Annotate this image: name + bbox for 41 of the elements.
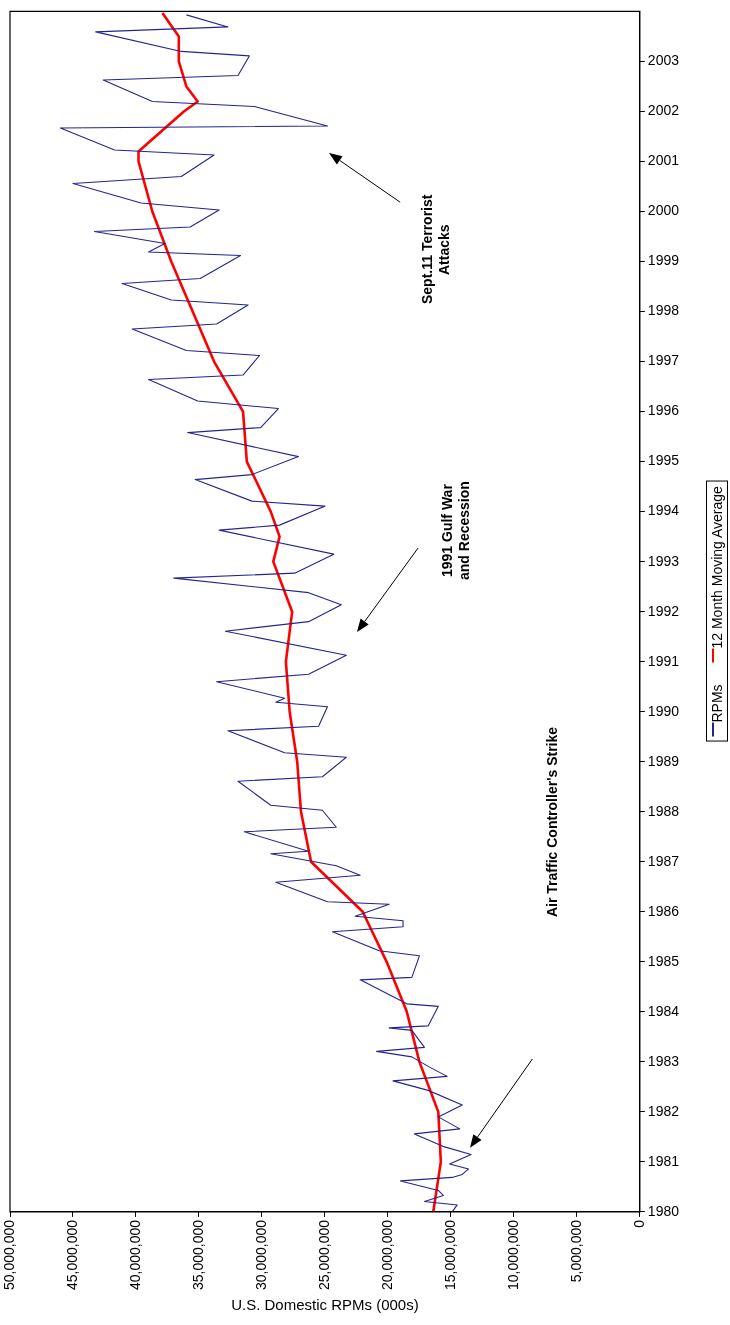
y-tick-label: 1991 xyxy=(647,652,680,669)
annotation: Sept.11 Terrorist Attacks xyxy=(419,193,454,306)
y-tick-label: 1994 xyxy=(647,502,680,519)
y-tick-label: 2003 xyxy=(647,52,680,69)
y-tick-label: 1984 xyxy=(647,1002,680,1019)
x-tick-label: 30,000,000 xyxy=(252,1219,269,1291)
x-tick-label: 50,000,000 xyxy=(0,1219,17,1291)
x-tick-label: 40,000,000 xyxy=(126,1219,143,1291)
y-tick-label: 1997 xyxy=(647,352,680,369)
text: RPMs xyxy=(709,684,725,723)
x-tick-label: 10,000,000 xyxy=(504,1219,521,1291)
y-tick-label: 1988 xyxy=(647,802,680,819)
y-tick-label: 1995 xyxy=(647,452,680,469)
y-tick-label: 1989 xyxy=(647,752,680,769)
x-tick-label: 35,000,000 xyxy=(189,1219,206,1291)
y-tick-label: 1999 xyxy=(647,252,680,269)
y-tick-label: 1983 xyxy=(647,1052,680,1069)
annotation: Air Traffic Controller's Strike xyxy=(543,725,561,919)
y-tick-label: 1996 xyxy=(647,402,680,419)
y-tick-label: 1990 xyxy=(647,702,680,719)
x-tick-label: 20,000,000 xyxy=(378,1219,395,1291)
y-tick-label: 1982 xyxy=(647,1102,680,1119)
y-tick-label: 1986 xyxy=(647,902,680,919)
y-tick-label: 2000 xyxy=(647,202,680,219)
x-tick-label: 5,000,000 xyxy=(567,1219,584,1283)
y-tick-label: 1985 xyxy=(647,952,680,969)
y-tick-label: 1980 xyxy=(647,1202,680,1219)
text: 12 Month Moving Average xyxy=(709,486,725,649)
y-tick-label: 1998 xyxy=(647,302,680,319)
y-tick-label: 2001 xyxy=(647,152,680,169)
x-axis-title: U.S. Domestic RPMs (000s) xyxy=(231,1296,419,1314)
annotation: 1991 Gulf War and Recession xyxy=(438,479,473,582)
x-tick-label: 25,000,000 xyxy=(315,1219,332,1291)
y-tick-label: 1987 xyxy=(647,852,680,869)
y-tick-label: 1992 xyxy=(647,602,680,619)
x-tick-label: 15,000,000 xyxy=(441,1219,458,1291)
y-tick-label: 1981 xyxy=(647,1152,680,1169)
y-tick-label: 1993 xyxy=(647,552,680,569)
x-tick-label: 45,000,000 xyxy=(63,1219,80,1291)
y-tick-label: 2002 xyxy=(647,102,680,119)
x-tick-label: 0 xyxy=(630,1219,647,1228)
